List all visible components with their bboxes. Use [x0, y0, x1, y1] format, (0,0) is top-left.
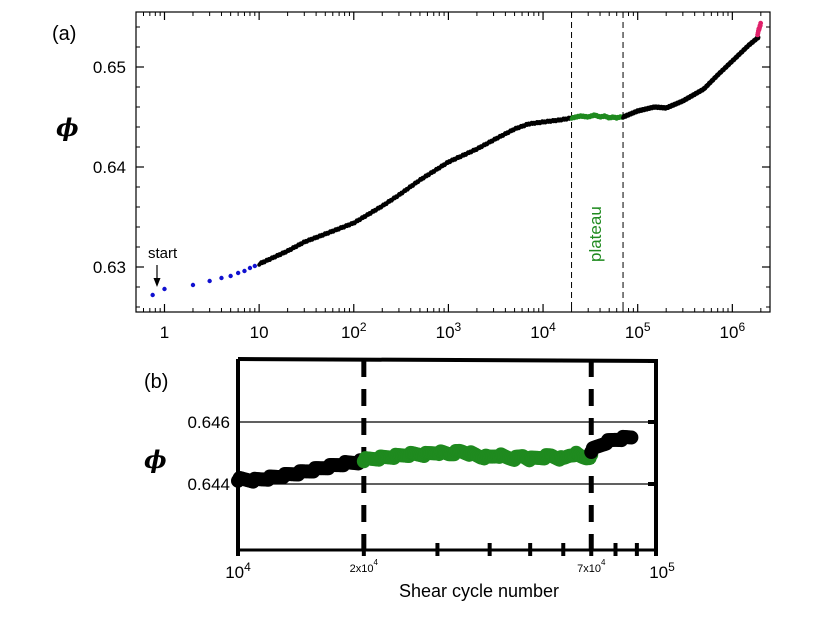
x-tick-label-4: 104 [530, 320, 556, 342]
data-point [252, 263, 258, 269]
data-point [228, 273, 233, 279]
y-tick-label-1: 0.644 [187, 475, 230, 494]
x-tick-label-2: 102 [341, 320, 367, 342]
start-annotation: start [148, 245, 178, 262]
data-point [150, 292, 155, 298]
panel-a-label: (a) [52, 23, 76, 45]
panel-a: (a) ϕ 1 10 102 103 104 105 106 0.63 0.64 0.65 sta… [52, 11, 771, 342]
panel-b-top-border [237, 357, 657, 363]
y-tick-label-2: 0.65 [93, 58, 126, 77]
panel-b-y-axis-label: ϕ [144, 445, 167, 474]
data-point [242, 268, 247, 274]
data-point [219, 275, 224, 281]
panel-a-plot-frame [135, 11, 771, 313]
panel-b-x-axis-label: Shear cycle number [399, 581, 559, 601]
x-tick-label-right: 105 [649, 560, 675, 582]
data-point [207, 278, 212, 284]
x-tick-label-5: 105 [625, 320, 651, 342]
x-tick-label-3: 103 [436, 320, 462, 342]
y-tick-label-1: 0.64 [93, 158, 126, 177]
x-mid-label-0: 2x104 [350, 558, 379, 575]
data-point [162, 286, 167, 292]
x-tick-label-0: 1 [160, 323, 169, 342]
plateau-annotation: plateau [586, 206, 605, 262]
data-point [758, 20, 764, 26]
x-tick-label-1: 10 [250, 323, 269, 342]
y-tick-label-0: 0.63 [93, 258, 126, 277]
x-mid-label-1: 7x104 [577, 558, 606, 575]
panel-b: (b) ϕ 0.646 0.644 104 105 2x104 7x104 Shear … [144, 357, 675, 601]
data-point [235, 270, 241, 276]
panel-b-label: (b) [144, 371, 168, 393]
data-point [624, 430, 639, 445]
start-arrow-icon [153, 278, 161, 287]
data-point [190, 282, 196, 288]
y-tick-label-0: 0.646 [187, 413, 230, 432]
data-point [247, 265, 253, 271]
x-tick-label-6: 106 [720, 320, 746, 342]
x-tick-label-left: 104 [225, 560, 251, 582]
panel-a-y-axis-label: ϕ [56, 113, 79, 142]
